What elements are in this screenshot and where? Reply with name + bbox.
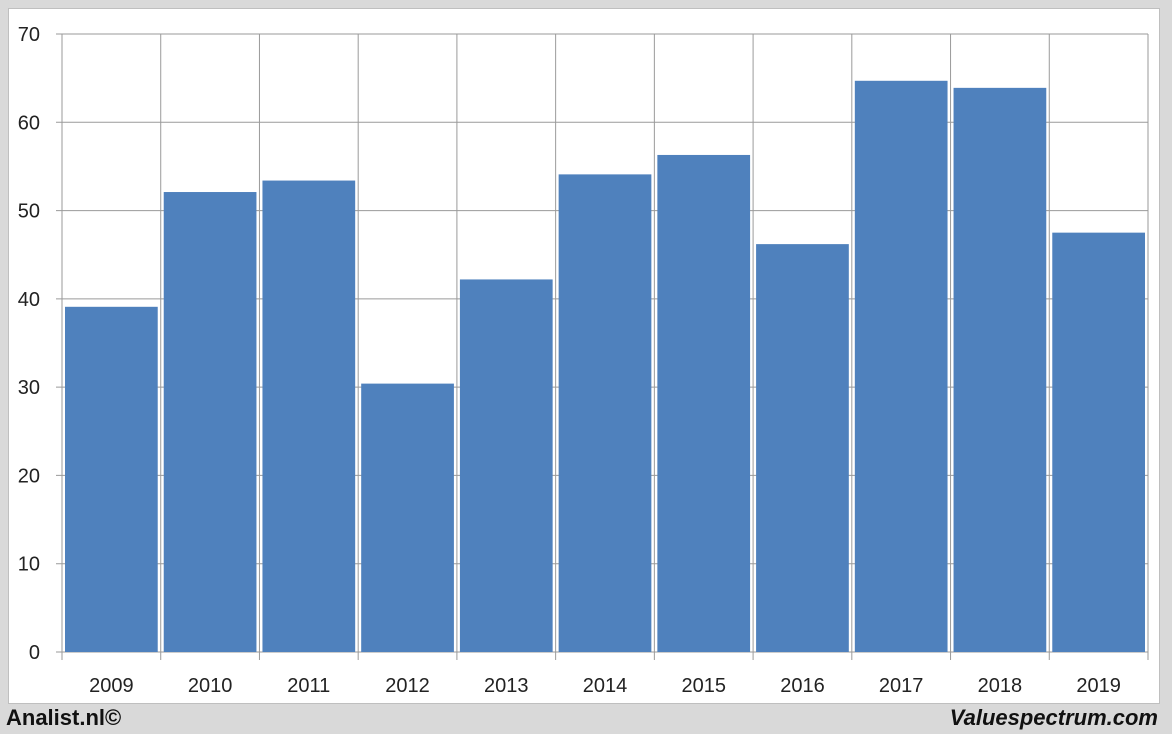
bar-2011 xyxy=(262,180,356,652)
x-axis-ticks: 2009 2010 2011 2012 2013 2014 2015 2016 2017 2018… xyxy=(89,675,1121,697)
bar-2014 xyxy=(558,174,652,653)
y-tick-label-10: 10 xyxy=(18,554,40,576)
bar-2015 xyxy=(657,154,751,653)
x-tick-label-2015: 2015 xyxy=(681,675,726,697)
bar-2017 xyxy=(854,80,948,652)
x-tick-label-2019: 2019 xyxy=(1076,675,1121,697)
x-tick-label-2010: 2010 xyxy=(188,675,233,697)
y-tick-label-0: 0 xyxy=(29,642,40,664)
y-tick-label-20: 20 xyxy=(18,465,40,487)
y-tick-label-50: 50 xyxy=(18,201,40,223)
bar-2018 xyxy=(953,87,1047,652)
bar-2012 xyxy=(361,383,454,652)
x-tick-label-2011: 2011 xyxy=(287,675,330,697)
y-tick-label-30: 30 xyxy=(18,377,40,399)
x-tick-label-2016: 2016 xyxy=(780,675,825,697)
x-tick-label-2012: 2012 xyxy=(385,675,430,697)
x-tick-label-2013: 2013 xyxy=(484,675,529,697)
x-tick-label-2018: 2018 xyxy=(978,675,1023,697)
valuespectrum-credit: Valuespectrum.com xyxy=(949,705,1158,730)
bar-2010 xyxy=(163,192,257,652)
x-tick-label-2017: 2017 xyxy=(879,675,924,697)
analist-credit: Analist.nl© xyxy=(6,705,122,730)
y-tick-label-60: 60 xyxy=(18,112,40,134)
y-tick-label-40: 40 xyxy=(18,289,40,311)
y-tick-label-70: 70 xyxy=(18,24,40,46)
x-tick-label-2014: 2014 xyxy=(583,675,628,697)
bar-2019 xyxy=(1052,232,1145,652)
bar-2009 xyxy=(65,306,158,652)
bar-2013 xyxy=(459,279,553,652)
y-axis-ticks: 0 10 20 30 40 50 60 70 xyxy=(18,24,40,664)
x-tick-label-2009: 2009 xyxy=(89,675,134,697)
bars xyxy=(65,80,1145,653)
bar-2016 xyxy=(756,244,849,652)
